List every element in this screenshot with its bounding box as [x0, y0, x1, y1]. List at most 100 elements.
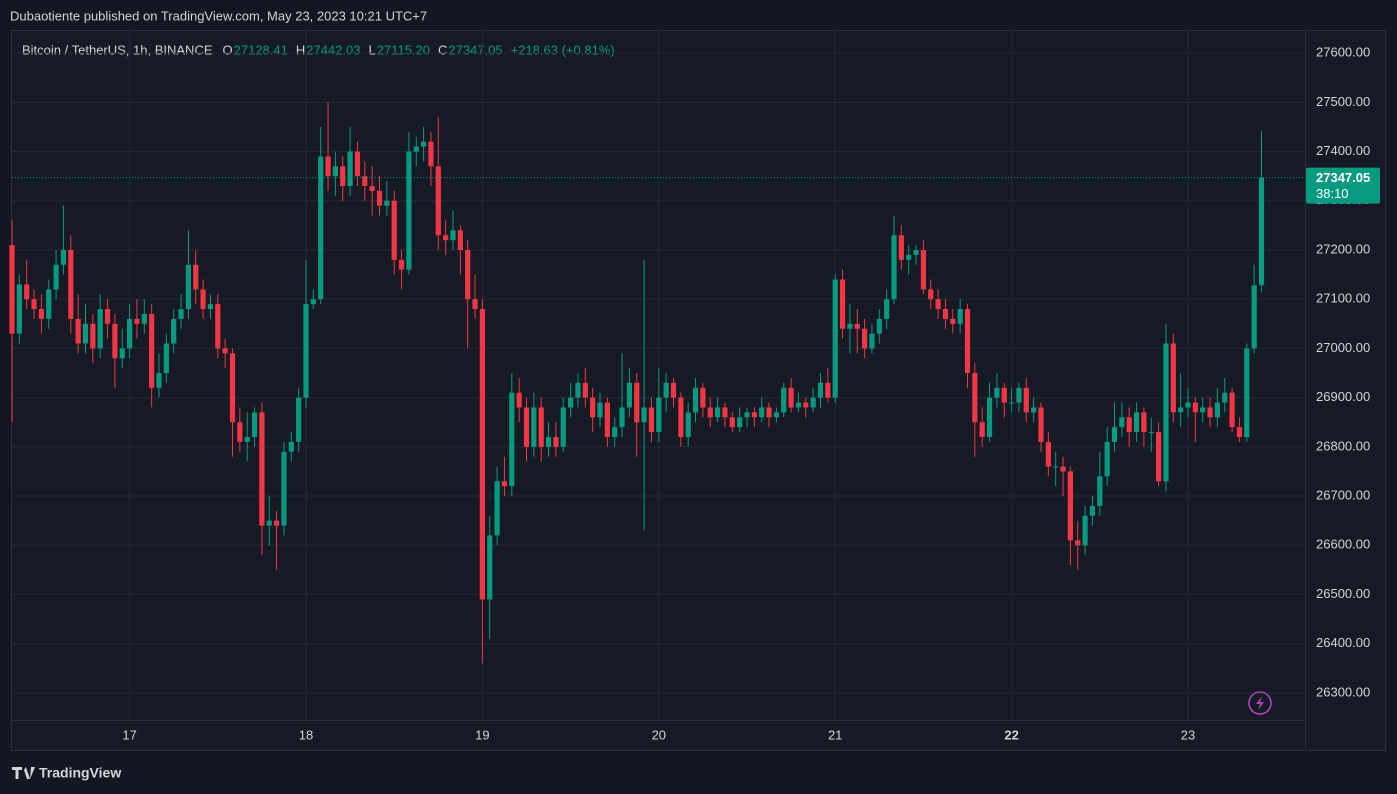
candle-body [678, 397, 684, 437]
candle-body [479, 309, 485, 600]
candle-body [817, 382, 824, 398]
candle-body [303, 304, 309, 398]
candle-body [751, 412, 757, 418]
alert-icon[interactable] [1248, 691, 1272, 715]
legend-value: 27128.41 [234, 42, 288, 57]
candle-body [692, 387, 699, 413]
legend-value: 27442.03 [306, 42, 360, 57]
candle-body [244, 436, 250, 442]
candle-body [891, 235, 897, 300]
candle-body [1067, 471, 1073, 541]
candle-body [766, 407, 772, 418]
candle-body [82, 323, 89, 344]
candle-body [634, 382, 640, 423]
candle-body [928, 289, 934, 300]
candle-body [310, 299, 316, 305]
candle-body [964, 309, 971, 374]
candle-body [619, 407, 625, 428]
candle-body [920, 249, 926, 290]
candle-body [413, 146, 419, 152]
candle-body [24, 284, 30, 300]
candle-body [795, 402, 802, 408]
y-tick-label: 26800.00 [1316, 438, 1370, 453]
candle-body [884, 299, 890, 319]
candle-body [509, 392, 515, 487]
legend-value: 27115.20 [377, 42, 430, 57]
candle-body [354, 151, 361, 177]
y-tick-label: 27000.00 [1316, 340, 1370, 355]
candle-body [384, 200, 390, 206]
candle-body [156, 373, 162, 388]
candle-body [1053, 466, 1059, 468]
candle-body [1156, 432, 1162, 482]
candle-body [332, 166, 338, 177]
candle-body [229, 353, 236, 423]
candle-body [185, 264, 191, 310]
candle-body [16, 284, 22, 334]
candle-body [112, 323, 118, 359]
candle-body [1229, 392, 1235, 428]
footer: TradingView [39, 765, 121, 781]
candle-body [1222, 392, 1228, 403]
y-tick-label: 26600.00 [1316, 537, 1370, 552]
candle-body [215, 304, 221, 349]
candle-body [854, 323, 860, 329]
y-tick-label: 26700.00 [1316, 487, 1370, 502]
candle-body [457, 230, 463, 250]
candle-body [1133, 412, 1140, 433]
candle-body [1104, 441, 1110, 477]
candle-body [670, 382, 677, 398]
y-tick-label: 27100.00 [1316, 291, 1370, 306]
candle-body [325, 156, 331, 177]
candle-body [435, 166, 441, 236]
x-tick-label: 17 [122, 727, 136, 742]
candle-body [274, 520, 280, 526]
candle-body [1082, 515, 1088, 546]
candle-body [90, 323, 96, 349]
candle-body [1185, 402, 1191, 408]
candle-body [237, 422, 243, 442]
candle-body [869, 333, 875, 349]
candle-body [685, 412, 691, 437]
candle-body [222, 348, 228, 354]
candle-body [369, 186, 375, 191]
candle-body [1111, 427, 1118, 442]
legend-key: L [369, 42, 376, 57]
price-tag-countdown: 38:10 [1316, 186, 1349, 201]
tradingview-logo[interactable]: TradingView [12, 765, 121, 781]
candle-body [178, 309, 184, 319]
legend-key: C [438, 42, 447, 57]
candle-body [53, 264, 59, 290]
candle-body [134, 318, 140, 324]
candle-body [443, 235, 449, 241]
candle-body [465, 249, 471, 300]
axes: 26300.00 26400.00 26500.00 26600.00 26700.00… [122, 45, 1380, 742]
candle-body [9, 245, 15, 334]
grid [12, 31, 1305, 720]
candle-body [560, 407, 566, 447]
candle-body [590, 397, 596, 418]
legend-key: O [223, 42, 233, 57]
candle-body [839, 279, 846, 329]
candle-body [406, 151, 412, 270]
legend-symbol: Bitcoin / TetherUS, 1h, BINANCE [22, 42, 213, 57]
candle-body [538, 407, 544, 447]
candle-body [648, 407, 655, 433]
candle-body [428, 141, 434, 167]
y-tick-label: 26300.00 [1316, 684, 1370, 699]
candle-body [421, 141, 427, 147]
candle-body [1200, 407, 1206, 413]
candle-body [318, 156, 324, 300]
candle-body [612, 427, 618, 437]
candle-body [259, 412, 265, 526]
candle-body [501, 481, 508, 487]
candle-body [1163, 343, 1169, 482]
y-tick-label: 27600.00 [1316, 45, 1370, 60]
candle-body [60, 249, 67, 265]
candle-body [38, 309, 44, 319]
candle-body [46, 289, 52, 319]
candle-body [1207, 407, 1213, 418]
candle-body [979, 422, 985, 437]
candle-body [149, 313, 155, 388]
candle-body [729, 417, 735, 428]
